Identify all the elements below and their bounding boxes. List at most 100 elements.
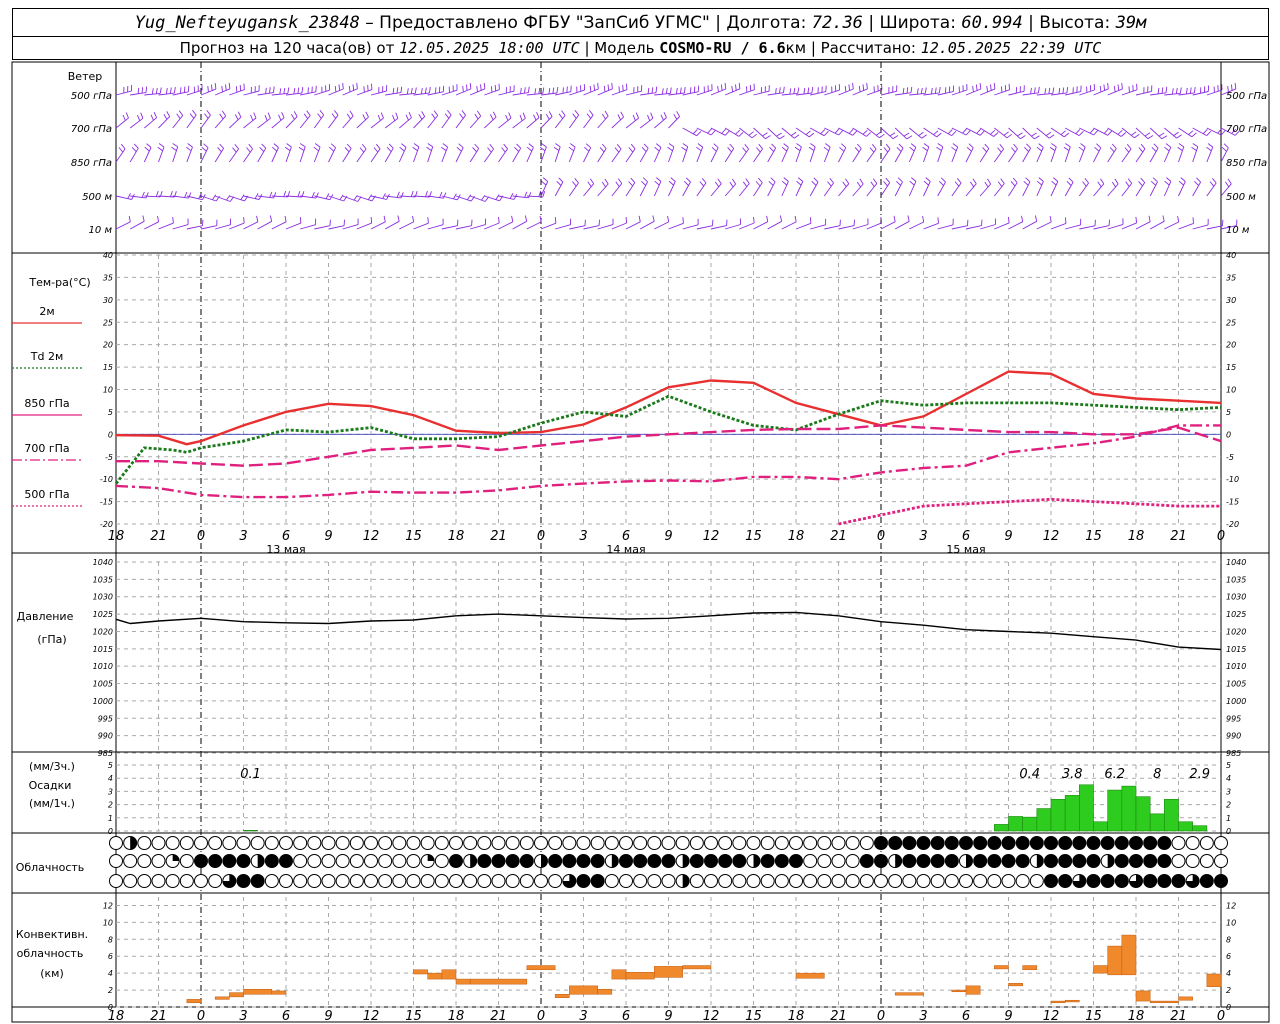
wind-barb-feather (617, 178, 623, 184)
wind-barb-shaft (611, 89, 628, 96)
wind-barb-feather (553, 146, 560, 151)
cloud-symbol (449, 874, 463, 888)
wind-barb-feather (1000, 178, 1005, 184)
wind-barb-feather (410, 190, 414, 197)
wind-barb-feather (171, 146, 177, 151)
wind-barb-feather (207, 86, 209, 93)
pressure-tick-right: 995 (1226, 714, 1241, 723)
wind-barb-feather (188, 192, 192, 199)
wind-barb-feather (1164, 146, 1170, 152)
cloud-symbol (590, 854, 605, 868)
cloud-fill (1036, 854, 1044, 868)
wind-barb-feather (548, 111, 553, 117)
wind-barb-feather (897, 177, 903, 183)
wind-barb-shaft (597, 183, 609, 197)
wind-barb-shaft (965, 147, 974, 163)
wind-barb-feather (871, 144, 877, 150)
wind-barb-feather (554, 217, 557, 224)
wind-barb-shaft (781, 221, 797, 230)
wind-barb-shaft (300, 195, 317, 199)
wind-barb-feather (885, 143, 891, 150)
wind-barb-shaft (923, 146, 930, 163)
wind-barb-shaft (640, 92, 657, 96)
wind-barb-shaft (639, 147, 649, 163)
wind-barb-shaft (512, 117, 526, 129)
wind-barb-feather (986, 85, 989, 92)
cloud-fill (682, 874, 690, 888)
cloud-symbol (831, 874, 846, 888)
wind-barb-feather (1165, 143, 1172, 148)
wind-barb-shaft (313, 146, 321, 163)
wind-barb-shaft (285, 92, 302, 96)
convective-bar (1149, 1000, 1179, 1004)
longitude-value: 72.36 (811, 13, 863, 33)
cloud-symbol (1058, 874, 1073, 888)
wind-barb-feather (982, 147, 987, 153)
wind-barb-feather (1006, 133, 1013, 139)
wind-barb-feather (367, 194, 372, 200)
wind-barb-feather (441, 146, 447, 152)
cloud-symbol (321, 874, 336, 888)
wind-barb-shaft (639, 220, 655, 230)
wind-barb-feather (447, 110, 452, 116)
precip-total-label: 3.8 (1062, 767, 1083, 782)
convective-title-2: облачность (17, 947, 84, 960)
cloud-symbol (1058, 854, 1073, 868)
wind-barb-feather (541, 143, 547, 148)
convective-tick-right: 2 (1226, 986, 1231, 995)
wind-barb-feather (1096, 143, 1102, 149)
x-tick-label: 21 (830, 529, 847, 544)
wind-barb-feather (556, 87, 559, 94)
x-tick-label: 3 (919, 1009, 927, 1024)
wind-barb-feather (1227, 178, 1232, 185)
wind-barb-feather (1221, 146, 1227, 152)
wind-barb-feather (903, 132, 910, 137)
convective-bar (214, 996, 230, 1000)
wind-barb-feather (172, 143, 178, 148)
wind-barb-feather (237, 111, 242, 118)
precip-total-label: 0.4 (1019, 767, 1040, 782)
wind-barb-feather (984, 181, 989, 188)
wind-barb-feather (508, 112, 512, 119)
wind-barb-shaft (526, 117, 540, 129)
x-tick-label: 12 (363, 1009, 380, 1024)
wind-barb-feather (359, 147, 365, 153)
wind-barb-feather (1011, 147, 1016, 153)
cloud-symbol (1143, 874, 1158, 888)
wind-barb-feather (921, 134, 927, 139)
temperature-tick-right: 25 (1226, 318, 1236, 327)
wind-barb-feather (748, 131, 754, 136)
x-tick-label: 18 (108, 1009, 125, 1024)
wind-barb-shaft (158, 195, 175, 198)
wind-barb-feather (699, 181, 705, 187)
wind-barb-shaft (866, 148, 877, 163)
precip-tick-left: 1 (108, 814, 113, 823)
wind-barb-shaft (455, 114, 466, 129)
precip-tick-left: 4 (108, 774, 113, 783)
wind-barb-feather (212, 194, 217, 201)
wind-barb-shaft (583, 183, 595, 197)
cloud-symbol (718, 836, 733, 850)
wind-barb-feather (1048, 87, 1051, 94)
wind-barb-feather (519, 114, 523, 121)
wind-barb-shaft (1149, 147, 1159, 163)
cloud-symbol (590, 836, 605, 850)
wind-barb-feather (1178, 180, 1184, 186)
cloud-symbol (718, 854, 733, 868)
cloud-symbol (1171, 836, 1186, 850)
wind-barb-feather (811, 180, 817, 186)
wind-barb-shaft (682, 146, 689, 163)
wind-barb-feather (813, 177, 819, 183)
pressure-unit: (гПа) (37, 633, 66, 646)
wind-barb-shaft (894, 181, 903, 197)
wind-barb-feather (1227, 85, 1229, 93)
wind-barb-shaft (399, 195, 416, 198)
wind-barb-shaft (469, 115, 482, 129)
wind-barb-feather (299, 217, 302, 224)
wind-barb-feather (755, 181, 761, 187)
cloud-symbol (1171, 854, 1186, 868)
wind-barb-feather (682, 143, 688, 148)
x-tick-label: 0 (1217, 529, 1225, 544)
wind-barb-feather (353, 194, 358, 201)
cloud-fill (222, 874, 236, 888)
